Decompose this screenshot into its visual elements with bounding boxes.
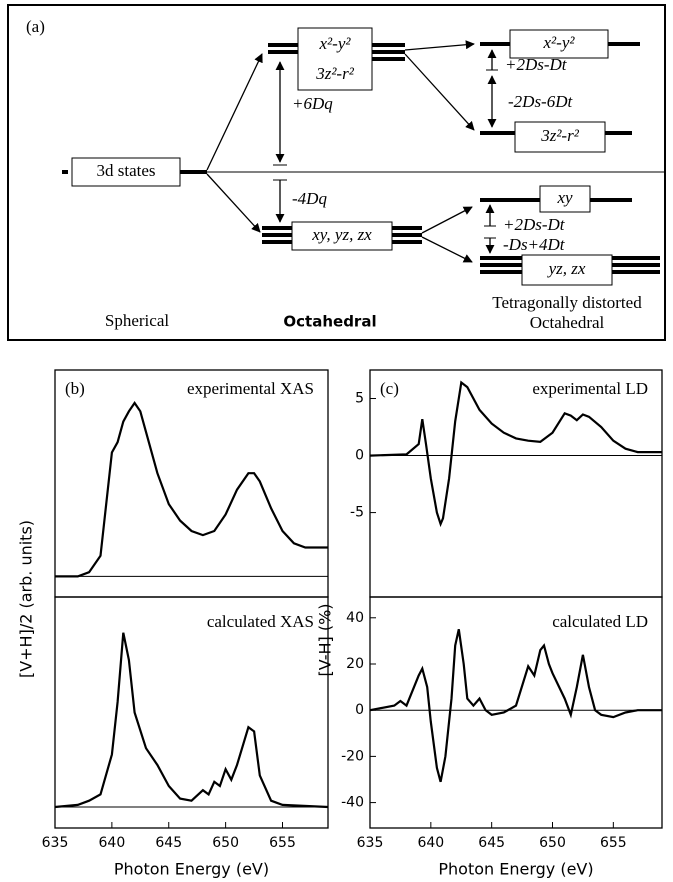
- y-tick-label: -40: [341, 795, 364, 811]
- annotation: experimental XAS: [187, 379, 314, 398]
- x-tick-label: 655: [269, 835, 296, 851]
- level-label: 3d states: [96, 161, 155, 180]
- x-tick-label: 635: [42, 835, 69, 851]
- orbital: yz, zx: [547, 259, 586, 278]
- data-line: [54, 632, 329, 809]
- annotation: experimental LD: [532, 379, 648, 398]
- orbital: 3z²-r²: [540, 126, 579, 145]
- annotation: calculated LD: [552, 612, 648, 631]
- y-tick-label: -20: [341, 748, 364, 764]
- t2g-levels: xy, yz, zx: [262, 221, 422, 251]
- data-line: [55, 401, 328, 578]
- eg-levels: x²-y² 3z²-r²: [268, 27, 405, 91]
- y-axis-label: [V+H]/2 (arb. units): [17, 520, 36, 678]
- splitting-label: -4Dq: [292, 189, 327, 208]
- level-box: [291, 221, 393, 251]
- y-tick-label: -5: [350, 505, 364, 521]
- x-axis-label: Photon Energy (eV): [114, 860, 269, 879]
- arrow: [206, 53, 263, 171]
- arrow: [404, 40, 475, 51]
- level-box: [297, 27, 373, 91]
- level-box: [514, 121, 606, 153]
- splitting-label: -Ds+4Dt: [503, 235, 566, 254]
- annotation: calculated XAS: [207, 612, 314, 631]
- plot-frame: [369, 369, 663, 598]
- arrow: [206, 173, 261, 233]
- data-line: [369, 629, 662, 783]
- y-tick-label: 0: [355, 702, 364, 718]
- x-tick-label: 645: [155, 835, 182, 851]
- caption: Spherical: [105, 311, 169, 330]
- level-box: [509, 29, 609, 59]
- panel-label: (a): [26, 17, 45, 36]
- level-box: [71, 157, 181, 187]
- orbital: 3z²-r²: [315, 64, 354, 83]
- y-tick-label: 0: [355, 448, 364, 464]
- x-tick-label: 650: [212, 835, 239, 851]
- arrow: [421, 206, 473, 234]
- x-tick-label: 635: [357, 835, 384, 851]
- y-tick-label: 40: [346, 610, 364, 626]
- data-line: [369, 380, 662, 528]
- arrow: [404, 53, 475, 131]
- x-tick-label: 650: [539, 835, 566, 851]
- panel-label: (c): [380, 379, 399, 398]
- splitting-label: +6Dq: [292, 94, 333, 113]
- orbital: x²-y²: [543, 33, 576, 52]
- level-box: [521, 254, 613, 286]
- plot-frame: [54, 596, 329, 829]
- diagram: (a) 3d states x²-y² 3z²-r² xy, yz, zx +6…: [7, 4, 666, 341]
- tetragonal-t2g: xy yz, zx +2Ds-Dt -Ds+4Dt: [480, 185, 660, 286]
- y-axis-label: [V-H] (%): [316, 603, 335, 676]
- caption: Octahedral: [530, 313, 605, 332]
- level-box: [539, 185, 591, 213]
- x-axis-label: Photon Energy (eV): [438, 860, 593, 879]
- y-tick-label: 20: [346, 656, 364, 672]
- splitting-label: +2Ds-Dt: [503, 215, 566, 234]
- caption: Octahedral: [283, 313, 376, 331]
- x-tick-label: 655: [600, 835, 627, 851]
- splitting-label: +2Ds-Dt: [505, 55, 568, 74]
- plot-frame: [369, 596, 663, 829]
- tetragonal-eg: x²-y² 3z²-r² +2Ds-Dt -2Ds-6Dt: [480, 29, 640, 153]
- orbital: x²-y²: [319, 34, 352, 53]
- caption: Tetragonally distorted: [492, 293, 642, 312]
- arrow: [421, 236, 473, 263]
- x-tick-label: 640: [99, 835, 126, 851]
- splitting-label: -2Ds-6Dt: [508, 92, 573, 111]
- x-tick-label: 640: [417, 835, 444, 851]
- x-tick-label: 645: [478, 835, 505, 851]
- y-tick-label: 5: [355, 391, 364, 407]
- panel-label: (b): [65, 379, 85, 398]
- orbital: xy: [556, 188, 573, 207]
- orbital: xy, yz, zx: [311, 225, 372, 244]
